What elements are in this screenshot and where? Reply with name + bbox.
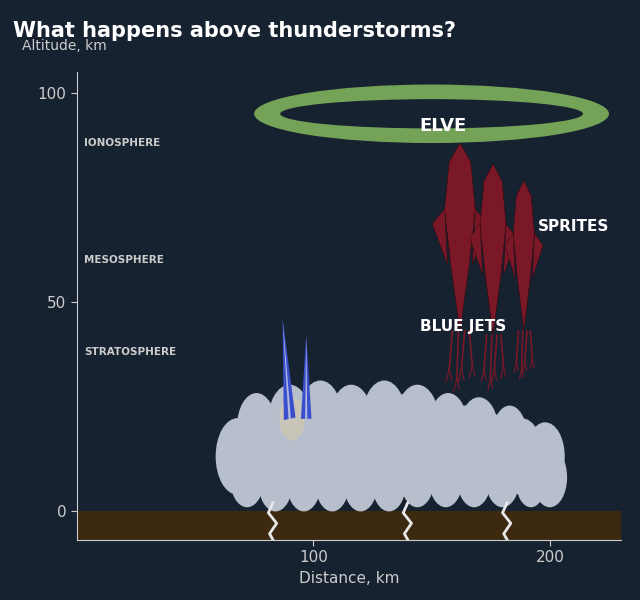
Circle shape	[280, 398, 304, 440]
Circle shape	[441, 406, 488, 490]
Polygon shape	[445, 143, 476, 331]
Circle shape	[472, 415, 515, 490]
Text: STRATOSPHERE: STRATOSPHERE	[84, 347, 176, 357]
Circle shape	[299, 381, 342, 457]
Circle shape	[526, 423, 564, 490]
Text: Altitude, km: Altitude, km	[22, 39, 107, 53]
Polygon shape	[305, 335, 307, 419]
Circle shape	[372, 452, 406, 511]
Polygon shape	[480, 164, 506, 335]
Circle shape	[396, 385, 438, 461]
Polygon shape	[283, 319, 296, 420]
Text: ELVE: ELVE	[420, 118, 467, 136]
Circle shape	[429, 448, 462, 506]
Circle shape	[493, 406, 526, 465]
Circle shape	[230, 448, 264, 506]
Circle shape	[344, 452, 377, 511]
Circle shape	[287, 452, 321, 511]
Polygon shape	[301, 335, 312, 419]
Circle shape	[533, 448, 566, 506]
Circle shape	[259, 452, 292, 511]
Circle shape	[413, 402, 460, 485]
Polygon shape	[470, 224, 483, 275]
Circle shape	[268, 385, 311, 461]
Ellipse shape	[254, 85, 609, 143]
Circle shape	[429, 394, 467, 461]
Circle shape	[325, 394, 377, 485]
Circle shape	[363, 381, 406, 457]
Circle shape	[382, 394, 434, 485]
Circle shape	[299, 402, 346, 485]
Polygon shape	[283, 319, 291, 419]
Circle shape	[516, 457, 545, 506]
Circle shape	[460, 398, 498, 465]
X-axis label: Distance, km: Distance, km	[298, 571, 399, 586]
Circle shape	[243, 406, 290, 490]
Circle shape	[486, 448, 519, 506]
Ellipse shape	[280, 99, 583, 128]
Circle shape	[216, 419, 259, 494]
Polygon shape	[472, 209, 488, 265]
Circle shape	[268, 394, 321, 485]
Circle shape	[316, 452, 349, 511]
Bar	[77, 511, 621, 540]
Circle shape	[330, 385, 372, 461]
Polygon shape	[432, 209, 447, 265]
Polygon shape	[504, 224, 516, 275]
Text: MESOSPHERE: MESOSPHERE	[84, 255, 164, 265]
Circle shape	[458, 448, 491, 506]
Text: IONOSPHERE: IONOSPHERE	[84, 138, 160, 148]
Text: BLUE JETS: BLUE JETS	[420, 319, 506, 334]
Text: What happens above thunderstorms?: What happens above thunderstorms?	[13, 21, 456, 41]
Text: SPRITES: SPRITES	[538, 219, 609, 234]
Circle shape	[500, 419, 543, 494]
Circle shape	[401, 448, 434, 506]
Polygon shape	[513, 181, 534, 331]
Circle shape	[356, 402, 403, 485]
Polygon shape	[505, 233, 515, 278]
Polygon shape	[532, 233, 543, 278]
Circle shape	[237, 394, 275, 461]
